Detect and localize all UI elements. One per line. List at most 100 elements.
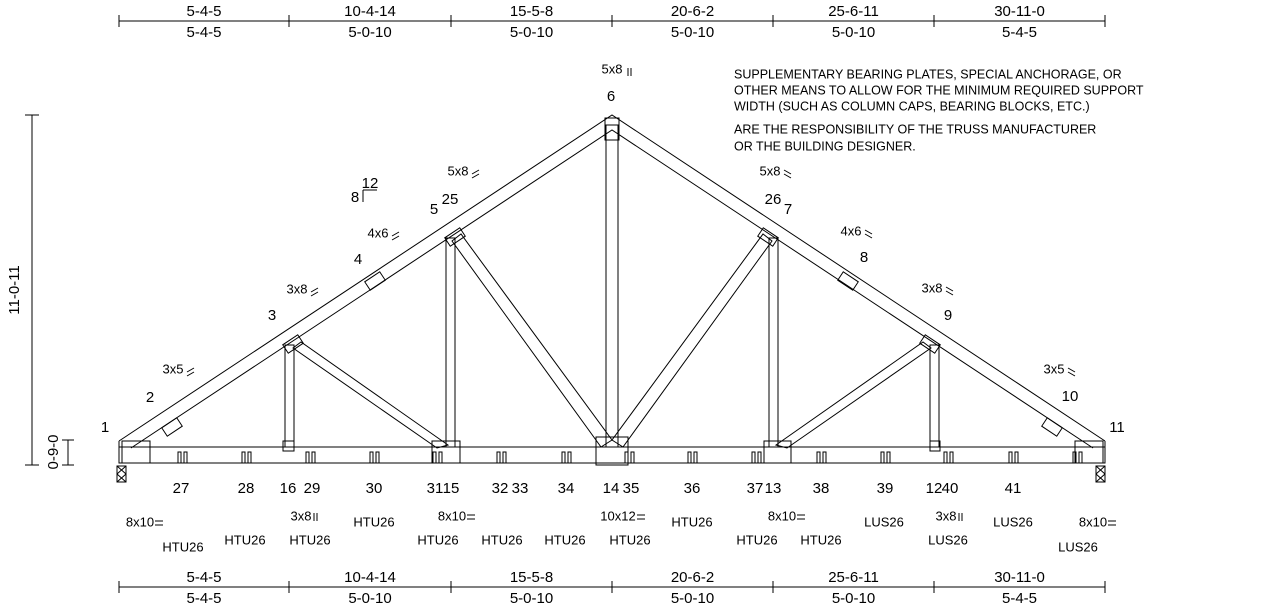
truss-drawing: 5-4-5 5-4-5 10-4-14 5-0-10 15-5-8 5-0-10 20-6-… bbox=[0, 0, 1274, 609]
hanger-mark bbox=[376, 452, 379, 463]
plate bbox=[605, 118, 619, 140]
plate-size: 3x8 bbox=[936, 508, 957, 523]
vertical-web bbox=[285, 345, 294, 447]
support bbox=[1096, 466, 1105, 482]
segment-dimension: 5-0-10 bbox=[348, 590, 391, 607]
hanger-mark bbox=[568, 452, 571, 463]
hanger-label: HTU26 bbox=[481, 532, 522, 547]
segment-dimension: 5-4-5 bbox=[186, 590, 221, 607]
segment-dimension: 5-4-5 bbox=[186, 24, 221, 41]
hanger-mark bbox=[631, 452, 634, 463]
hanger-mark bbox=[178, 452, 181, 463]
segment-dimension: 5-0-10 bbox=[671, 590, 714, 607]
diagonal-web bbox=[452, 234, 612, 447]
hanger-mark bbox=[694, 452, 697, 463]
plate-size: 10x12 bbox=[600, 508, 635, 523]
hanger-label: HTU26 bbox=[224, 532, 265, 547]
hanger-mark bbox=[370, 452, 373, 463]
plate-size: 4x6 bbox=[368, 225, 389, 240]
hanger-mark bbox=[184, 452, 187, 463]
joint-number: 41 bbox=[1005, 480, 1022, 497]
cumulative-dimension: 25-6-11 bbox=[828, 3, 879, 20]
hanger-mark bbox=[497, 452, 500, 463]
hanger-mark bbox=[503, 452, 506, 463]
joint-number: 14 bbox=[603, 480, 620, 497]
joint-number: 11 bbox=[1109, 419, 1125, 436]
joint-number: 34 bbox=[558, 480, 575, 497]
plate-size: 8x10 bbox=[1079, 514, 1107, 529]
hanger-mark bbox=[688, 452, 691, 463]
joint-number: 7 bbox=[784, 201, 792, 218]
plate-indicator bbox=[1068, 368, 1075, 372]
diagonal-web bbox=[612, 234, 772, 447]
plate-size: 8x10 bbox=[768, 508, 796, 523]
hanger-mark bbox=[752, 452, 755, 463]
hanger-mark bbox=[758, 452, 761, 463]
plate-indicator bbox=[311, 292, 318, 296]
joint-number: 12 bbox=[926, 480, 943, 497]
cumulative-dimension: 10-4-14 bbox=[344, 3, 396, 20]
hanger-mark bbox=[439, 452, 442, 463]
plate-indicator bbox=[1068, 372, 1075, 376]
joint-number: 40 bbox=[942, 480, 959, 497]
hanger-mark bbox=[817, 452, 820, 463]
cumulative-dimension: 30-11-0 bbox=[994, 569, 1045, 586]
hanger-label: LUS26 bbox=[993, 514, 1033, 529]
hanger-mark bbox=[306, 452, 309, 463]
hanger-label: HTU26 bbox=[736, 532, 777, 547]
joint-number: 9 bbox=[944, 307, 952, 324]
hanger-label: HTU26 bbox=[289, 532, 330, 547]
segment-dimension: 5-4-5 bbox=[1002, 590, 1037, 607]
bottom-chord bbox=[119, 447, 1105, 463]
cumulative-dimension: 5-4-5 bbox=[186, 3, 221, 20]
plate bbox=[596, 437, 628, 465]
hanger-label: HTU26 bbox=[609, 532, 650, 547]
joint-number: 31 bbox=[427, 480, 444, 497]
cumulative-dimension: 30-11-0 bbox=[994, 3, 1045, 20]
joint-number: 28 bbox=[238, 480, 255, 497]
hanger-mark bbox=[625, 452, 628, 463]
plate-indicator bbox=[946, 291, 953, 295]
joint-number: 3 bbox=[268, 307, 276, 324]
hanger-mark bbox=[312, 452, 315, 463]
cumulative-dimension: 15-5-8 bbox=[510, 3, 553, 20]
hanger-mark bbox=[1009, 452, 1012, 463]
note-line: OTHER MEANS TO ALLOW FOR THE MINIMUM REQ… bbox=[734, 83, 1144, 97]
plate-indicator bbox=[946, 287, 953, 291]
joint-number: 1 bbox=[101, 419, 109, 436]
plate-size: 3x8 bbox=[287, 281, 308, 296]
vertical-dimension: 0-9-0 bbox=[45, 434, 62, 469]
hanger-mark bbox=[823, 452, 826, 463]
plate-size: 3x5 bbox=[1044, 361, 1065, 376]
joint-number: 16 bbox=[280, 480, 297, 497]
hanger-mark bbox=[248, 452, 251, 463]
joint-number: 6 bbox=[607, 88, 615, 105]
plate-indicator bbox=[392, 236, 399, 240]
plate-size: 3x8 bbox=[922, 280, 943, 295]
note-line: SUPPLEMENTARY BEARING PLATES, SPECIAL AN… bbox=[734, 67, 1122, 81]
joint-number: 36 bbox=[684, 480, 701, 497]
cumulative-dimension: 20-6-2 bbox=[671, 569, 714, 586]
plate-size: 5x8 bbox=[760, 163, 781, 178]
plate-indicator bbox=[784, 174, 791, 178]
plate-size: 5x8 bbox=[602, 61, 623, 76]
joint-number: 37 bbox=[747, 480, 764, 497]
diagonal-web bbox=[293, 342, 448, 448]
hanger-mark bbox=[1015, 452, 1018, 463]
joint-number: 33 bbox=[512, 480, 529, 497]
diagonal-web bbox=[776, 342, 931, 448]
hanger-label: HTU26 bbox=[353, 514, 394, 529]
joint-number: 13 bbox=[765, 480, 782, 497]
plate-indicator bbox=[392, 232, 399, 236]
hanger-label: HTU26 bbox=[671, 514, 712, 529]
hanger-mark bbox=[944, 452, 947, 463]
hanger-label: HTU26 bbox=[162, 539, 203, 554]
cumulative-dimension: 5-4-5 bbox=[186, 569, 221, 586]
joint-number: 27 bbox=[173, 480, 190, 497]
plate bbox=[283, 335, 304, 353]
plate-size: 3x8 bbox=[291, 508, 312, 523]
plate bbox=[365, 272, 386, 290]
hanger-mark bbox=[242, 452, 245, 463]
segment-dimension: 5-0-10 bbox=[671, 24, 714, 41]
joint-number: 32 bbox=[492, 480, 509, 497]
